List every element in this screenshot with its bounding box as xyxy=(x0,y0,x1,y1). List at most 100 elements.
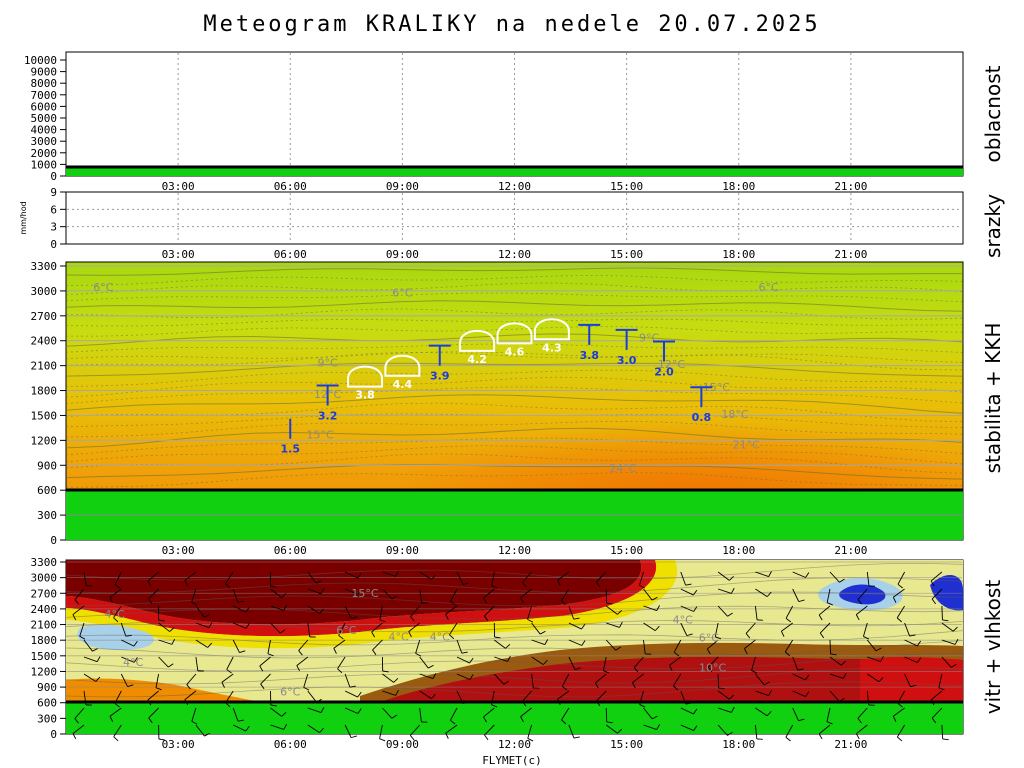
wind-barb-flag xyxy=(766,711,772,717)
wind-barb xyxy=(568,656,576,670)
wind-barb xyxy=(680,622,688,636)
wind-barb xyxy=(419,690,432,700)
isotherm-line xyxy=(66,267,963,276)
y-tick-label: 2100 xyxy=(31,619,58,632)
wind-barb xyxy=(449,707,458,721)
wind-barb xyxy=(643,707,653,720)
kkh-value: 3.8 xyxy=(580,349,600,362)
footer-label: FLYMET(c) xyxy=(482,754,542,767)
wind-barb-flag xyxy=(283,604,288,611)
wind-barb xyxy=(632,673,644,684)
wind-barb-flag xyxy=(245,623,250,629)
wind-barb xyxy=(717,673,720,689)
wind-barb-flag xyxy=(897,583,903,589)
wind-barb xyxy=(232,639,240,653)
wind-barb xyxy=(344,605,352,619)
wind-barb-flag xyxy=(952,626,958,632)
stability-y-axis: 0 300 600 900 1200 1500 1800 2100 2400 2700 3000 33… xyxy=(31,260,66,547)
wind-barb xyxy=(605,639,617,651)
wind-barb-flag xyxy=(763,681,770,686)
wind-barb-flag xyxy=(728,575,734,581)
wind-barb-flag xyxy=(942,738,949,741)
wind-barb-flag xyxy=(521,701,527,707)
wind-barb-flag xyxy=(543,659,548,665)
wind-barb xyxy=(680,690,687,705)
wind-barb xyxy=(818,605,831,616)
wind-barb-flag xyxy=(685,583,692,586)
wind-barb xyxy=(195,724,205,737)
wind-barb xyxy=(195,639,208,648)
wind-barb-flag xyxy=(727,612,733,617)
wind-barb xyxy=(382,690,396,696)
wind-barb-flag xyxy=(379,738,386,742)
wind-barb-flag xyxy=(320,707,325,713)
wind-barb-flag xyxy=(931,717,937,724)
kkh-cloud-icon xyxy=(496,322,533,345)
wind-barb-flag xyxy=(319,608,324,614)
wind-barb-flag xyxy=(371,631,376,638)
kkh-cloud-icon xyxy=(384,354,421,377)
wind-barb xyxy=(867,673,880,683)
wind-barb-flag xyxy=(113,617,119,623)
x-tick-label: 03:00 xyxy=(162,738,195,751)
x-tick-label: 21:00 xyxy=(834,248,867,261)
wind-barb-flag xyxy=(226,669,232,674)
wind-barb-flag xyxy=(826,721,833,725)
isotherm-label: 15°C xyxy=(703,381,730,394)
wind-barb-flag xyxy=(693,589,698,596)
wind-barb-flag xyxy=(95,676,101,682)
isotherm-line xyxy=(66,362,963,377)
wind-barb-flag xyxy=(114,584,121,589)
wind-barb xyxy=(896,724,905,738)
wind-barb xyxy=(527,605,533,620)
wind-barb xyxy=(792,673,806,681)
y-tick-label: 2400 xyxy=(31,335,58,348)
precipitation-unit-label: mm/hod xyxy=(19,201,28,234)
wind-barb xyxy=(410,724,421,736)
wind-barb xyxy=(596,690,607,702)
wind-barb xyxy=(941,605,943,621)
wind-barb-flag xyxy=(483,597,487,604)
wind-barb-flag xyxy=(896,617,902,623)
wind-barb xyxy=(445,605,458,615)
wind-barb-flag xyxy=(491,704,498,708)
wind-barb xyxy=(120,673,128,687)
wind-barb-flag xyxy=(507,655,511,662)
wind-barb-flag xyxy=(431,574,436,580)
wind-barb-flag xyxy=(79,635,86,640)
x-tick-label: 03:00 xyxy=(162,544,195,557)
wind-barb-flag xyxy=(127,684,134,687)
y-tick-label: 0 xyxy=(50,534,57,547)
wind-barb-flag xyxy=(298,650,303,656)
isotherm-line xyxy=(66,577,963,594)
x-tick-label: 12:00 xyxy=(498,544,531,557)
wind-barb xyxy=(415,639,421,654)
x-tick-label: 09:00 xyxy=(386,248,419,261)
wind-barb-flag xyxy=(863,636,870,640)
wind-barb-flag xyxy=(875,647,882,652)
wind-barb xyxy=(857,707,868,719)
wind-barb xyxy=(669,656,682,666)
wind-barb xyxy=(83,656,98,663)
wind-barb-flag xyxy=(581,640,586,646)
wind-barb xyxy=(643,588,653,601)
wind-barb-flag xyxy=(730,706,735,713)
wind-barb xyxy=(260,673,271,685)
stability-isotherm-labels: 6°C6°C6°C9°C9°C12°C12°C15°C15°C18°C21°C2… xyxy=(93,281,779,475)
wind-barb xyxy=(531,673,534,688)
wind-barb xyxy=(522,571,532,583)
y-tick-label: 300 xyxy=(37,509,57,522)
wind-x-axis: 03:00 06:00 09:00 12:00 15:00 18:00 21:00 xyxy=(162,738,868,751)
wind-barb-flag xyxy=(561,600,567,606)
wind-barb-flag xyxy=(798,599,805,603)
wind-barb xyxy=(372,639,383,651)
wind-barb xyxy=(232,707,239,722)
wind-barb xyxy=(484,724,495,736)
wind-barb-flag xyxy=(184,580,189,587)
stability-x-axis: 03:00 06:00 09:00 12:00 15:00 18:00 21:00 xyxy=(162,544,868,557)
wind-barb-flag xyxy=(125,634,132,637)
x-tick-label: 06:00 xyxy=(274,738,307,751)
wind-barb-flag xyxy=(673,685,679,691)
wind-barb-flag xyxy=(639,704,646,708)
